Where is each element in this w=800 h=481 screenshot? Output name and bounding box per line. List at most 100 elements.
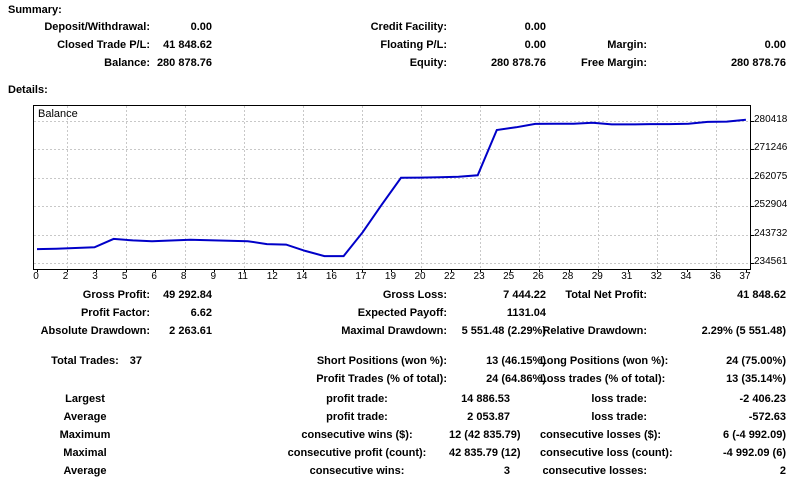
x-axis-label: 26 bbox=[532, 271, 544, 282]
total-trades-label: Total Trades: bbox=[51, 355, 119, 367]
gross-loss-value: 7 444.22 bbox=[503, 289, 546, 301]
x-axis-label: 17 bbox=[355, 271, 367, 282]
consecutive-wins-label: consecutive wins: bbox=[309, 465, 405, 477]
y-axis-label: 262075 bbox=[754, 170, 788, 182]
floating-p-l-value: 0.00 bbox=[524, 39, 546, 51]
balance-chart[interactable]: Balance bbox=[33, 105, 754, 272]
loss-trade-label: loss trade: bbox=[591, 393, 647, 405]
balance-line bbox=[36, 118, 746, 258]
long-positions-won-label: Long Positions (won %): bbox=[540, 355, 669, 367]
x-axis-label: 8 bbox=[180, 271, 187, 282]
x-axis-label: 11 bbox=[237, 271, 248, 282]
free-margin-label: Free Margin: bbox=[580, 57, 647, 69]
margin-label: Margin: bbox=[607, 39, 647, 51]
summary-title: Summary: bbox=[8, 4, 62, 16]
floating-p-l-label: Floating P/L: bbox=[380, 39, 447, 51]
x-axis-label: 32 bbox=[650, 271, 662, 282]
x-axis-label: 25 bbox=[503, 271, 515, 282]
table-row: Absolute Drawdown: 2 263.61 Maximal Drawdo… bbox=[0, 324, 800, 340]
consecutive-loss-count-label: consecutive loss (count): bbox=[540, 447, 673, 459]
loss-trades-of-total-label: Loss trades (% of total): bbox=[540, 373, 666, 385]
x-axis-label: 16 bbox=[325, 271, 337, 282]
loss-trade-value: -572.63 bbox=[748, 411, 786, 423]
profit-factor-value: 6.62 bbox=[190, 307, 212, 319]
profit-trade-label: profit trade: bbox=[326, 393, 388, 405]
profit-factor-label: Profit Factor: bbox=[80, 307, 150, 319]
total-net-profit-value: 41 848.62 bbox=[737, 289, 786, 301]
table-row: Largest profit trade: 14 886.53 loss trade:… bbox=[0, 392, 800, 408]
gross-loss-label: Gross Loss: bbox=[382, 289, 447, 301]
profit-trades-of-total-value: 24 (64.86%) bbox=[486, 373, 546, 385]
balance-legend: Balance bbox=[38, 108, 78, 120]
maximal-drawdown-value: 5 551.48 (2.29%) bbox=[461, 325, 546, 337]
x-axis-label: 0 bbox=[33, 271, 39, 282]
credit-facility-label: Credit Facility: bbox=[370, 21, 447, 33]
table-row: Deposit/Withdrawal: 0.00 Credit Facility: 0… bbox=[0, 20, 800, 36]
table-row: Closed Trade P/L: 41 848.62 Floating P/L: 0… bbox=[0, 38, 800, 54]
total-net-profit-label: Total Net Profit: bbox=[565, 289, 647, 301]
closed-trade-p-l-label: Closed Trade P/L: bbox=[57, 39, 150, 51]
x-axis-label: 36 bbox=[709, 271, 721, 282]
table-row: Profit Factor: 6.62 Expected Payoff: 1131.0… bbox=[0, 306, 800, 322]
long-positions-won-value: 24 (75.00%) bbox=[726, 355, 786, 367]
equity-label: Equity: bbox=[409, 57, 447, 69]
y-axis-label: 234561 bbox=[754, 255, 788, 267]
x-axis-label: 19 bbox=[384, 271, 397, 282]
x-axis-label: 23 bbox=[473, 271, 485, 282]
x-axis-label: 22 bbox=[443, 271, 456, 282]
loss-trade-label: loss trade: bbox=[591, 411, 647, 423]
consecutive-wins-value: 3 bbox=[503, 465, 510, 477]
maximum-label: Maximum bbox=[59, 429, 111, 441]
profit-trade-value: 14 886.53 bbox=[461, 393, 510, 405]
consecutive-profit-count-value: 42 835.79 (12) bbox=[449, 447, 521, 459]
gross-profit-value: 49 292.84 bbox=[163, 289, 212, 301]
table-row: Maximal consecutive profit (count): 42 835… bbox=[0, 446, 800, 462]
x-axis-label: 3 bbox=[92, 271, 98, 282]
consecutive-losses-label: consecutive losses ($): bbox=[540, 429, 662, 441]
short-positions-won-value: 13 (46.15%) bbox=[486, 355, 546, 367]
x-axis-label: 31 bbox=[621, 271, 633, 282]
profit-trades-of-total-label: Profit Trades (% of total): bbox=[316, 373, 447, 385]
x-axis-label: 29 bbox=[591, 271, 603, 282]
table-row: Balance: 280 878.76 Equity: 280 878.76 Free … bbox=[0, 56, 800, 72]
table-row: Profit Trades (% of total): 24 (64.86%) Lo… bbox=[0, 372, 800, 388]
x-axis-label: 34 bbox=[680, 271, 692, 282]
table-row: Gross Profit: 49 292.84 Gross Loss: 7 444.2… bbox=[0, 288, 800, 304]
deposit-withdrawal-value: 0.00 bbox=[190, 21, 212, 33]
profit-trade-label: profit trade: bbox=[326, 411, 388, 423]
relative-drawdown-label: Relative Drawdown: bbox=[542, 325, 647, 337]
loss-trades-of-total-value: 13 (35.14%) bbox=[726, 373, 786, 385]
absolute-drawdown-value: 2 263.61 bbox=[169, 325, 212, 337]
profit-trade-value: 2 053.87 bbox=[467, 411, 510, 423]
y-axis-label: 280418 bbox=[754, 114, 788, 126]
table-row: Total Trades: 37 Short Positions (won %): 1… bbox=[0, 354, 800, 370]
average-label: Average bbox=[63, 465, 107, 477]
short-positions-won-label: Short Positions (won %): bbox=[316, 355, 447, 367]
maximal-drawdown-label: Maximal Drawdown: bbox=[341, 325, 447, 337]
consecutive-loss-count-value: -4 992.09 (6) bbox=[723, 447, 786, 459]
loss-trade-value: -2 406.23 bbox=[739, 393, 786, 405]
relative-drawdown-value: 2.29% (5 551.48) bbox=[701, 325, 786, 337]
x-axis-label: 2 bbox=[62, 271, 69, 282]
table-row: Maximum consecutive wins ($): 12 (42 835.7… bbox=[0, 428, 800, 444]
margin-value: 0.00 bbox=[764, 39, 786, 51]
y-axis-label: 271246 bbox=[754, 142, 788, 154]
balance-chart-plot bbox=[34, 106, 754, 272]
total-trades-value: 37 bbox=[129, 355, 142, 367]
credit-facility-value: 0.00 bbox=[524, 21, 546, 33]
balance-label: Balance: bbox=[104, 57, 150, 69]
x-axis-label: 9 bbox=[210, 271, 217, 282]
details-title: Details: bbox=[8, 84, 48, 96]
x-axis-label: 28 bbox=[562, 271, 574, 282]
average-label: Average bbox=[63, 411, 107, 423]
deposit-withdrawal-label: Deposit/Withdrawal: bbox=[44, 21, 150, 33]
absolute-drawdown-label: Absolute Drawdown: bbox=[40, 325, 150, 337]
x-axis-label: 12 bbox=[266, 271, 278, 282]
consecutive-losses-value: 2 bbox=[779, 465, 786, 477]
y-axis-label: 252904 bbox=[754, 199, 788, 211]
largest-label: Largest bbox=[65, 393, 105, 405]
x-axis-label: 6 bbox=[151, 271, 157, 282]
consecutive-losses-label: consecutive losses: bbox=[542, 465, 647, 477]
gross-profit-label: Gross Profit: bbox=[82, 289, 150, 301]
